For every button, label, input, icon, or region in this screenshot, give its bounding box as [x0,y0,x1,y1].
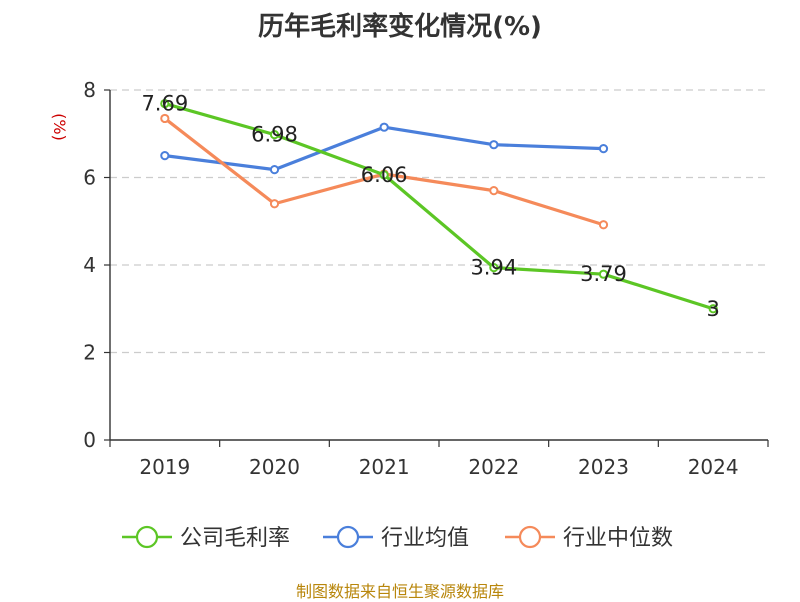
data-point [598,269,609,279]
legend-label: 行业均值 [381,526,469,551]
chart-title: 历年毛利率变化情况(%) [258,12,542,42]
legend[interactable]: 公司毛利率 行业均值 行业中位数 [122,525,673,551]
x-tick-label: 2023 [578,455,629,479]
data-point [598,220,609,230]
legend-label: 行业中位数 [563,526,673,551]
legend-marker-icon [135,525,159,549]
y-tick-label: 2 [83,341,96,365]
y-tick-label: 8 [83,78,96,102]
data-labels: 7.69 6.98 6.06 3.94 3.79 3 [141,92,719,321]
legend-item-2[interactable]: 行业中位数 [505,525,673,551]
x-tick-label: 2019 [139,455,190,479]
x-tick-label: 2024 [688,455,739,479]
y-tick-label: 0 [83,428,96,452]
data-point [269,199,280,209]
y-tick-label: 4 [83,253,96,277]
series-lines [160,98,718,314]
data-point [160,98,170,109]
data-point [489,186,499,196]
data-point [269,165,280,175]
series-line-0 [164,102,714,311]
data-label: 6.06 [361,163,408,187]
x-tick-label: 2021 [359,455,410,479]
data-point [489,263,499,273]
y-tick-label: 6 [83,166,96,190]
y-axis-label: (%) [50,113,69,141]
data-point [379,122,389,132]
axes: 0 2 4 6 8 2019 2020 2021 2022 2023 2024 [83,78,769,479]
data-point [708,304,718,314]
data-point [160,113,170,124]
x-tick-label: 2020 [249,455,300,479]
data-point [269,130,280,140]
legend-marker-icon [518,525,542,549]
grid-lines [110,89,768,354]
data-label: 7.69 [141,92,188,116]
x-tick-label: 2022 [468,455,519,479]
legend-item-1[interactable]: 行业均值 [323,525,469,551]
data-source-footer: 制图数据来自恒生聚源数据库 [295,582,504,601]
data-label: 3.79 [580,262,627,286]
legend-label: 公司毛利率 [180,526,290,551]
data-label: 3.94 [470,256,517,280]
data-point [598,144,609,154]
data-label: 3 [706,297,719,321]
data-point [489,140,499,150]
legend-marker-icon [336,525,360,549]
data-label: 6.98 [251,123,298,147]
data-point [379,170,389,180]
data-point [160,151,170,161]
legend-item-0[interactable]: 公司毛利率 [122,525,290,551]
